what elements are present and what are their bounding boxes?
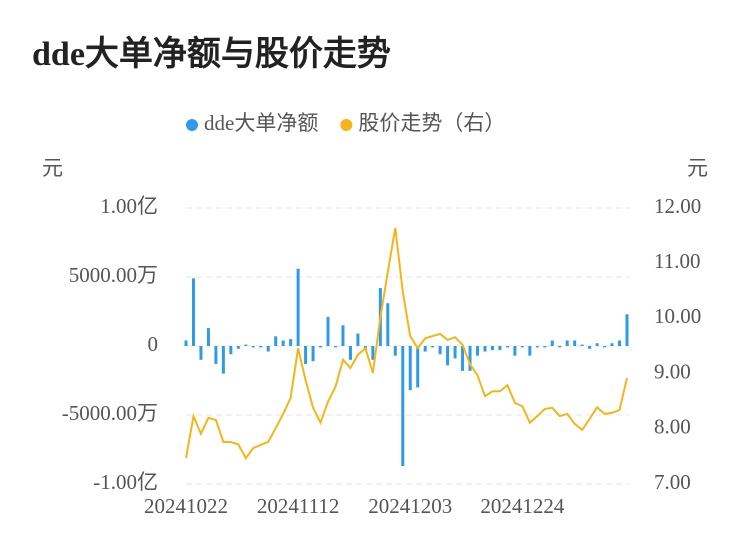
x-tick-label: 20241022	[144, 494, 228, 518]
y2-tick-label: 8.00	[654, 415, 691, 439]
bar	[191, 278, 195, 346]
chart-title: dde大单净额与股价走势	[32, 35, 391, 73]
bar	[229, 346, 233, 355]
y2-tick-label: 11.00	[654, 249, 700, 273]
bar	[266, 346, 270, 352]
bar	[333, 346, 337, 348]
y-tick-label: -5000.00万	[62, 401, 158, 425]
y-tick-label: 0	[148, 332, 159, 356]
bar	[468, 346, 472, 371]
bar	[565, 340, 569, 346]
x-tick-label: 20241224	[480, 494, 565, 518]
bar	[244, 344, 248, 346]
bar	[401, 346, 405, 467]
y-tick-label: -1.00亿	[93, 470, 158, 494]
y-tick-label: 1.00亿	[100, 194, 158, 218]
bar	[221, 346, 225, 374]
y2-tick-label: 7.00	[654, 470, 691, 494]
bar	[431, 346, 435, 348]
y-tick-label: 5000.00万	[69, 263, 158, 287]
y2-tick-label: 9.00	[654, 359, 691, 383]
bar	[393, 346, 397, 356]
bar	[236, 346, 240, 349]
bar	[573, 340, 577, 346]
bar	[603, 346, 607, 348]
legend-marker	[186, 119, 198, 131]
bar	[543, 346, 547, 348]
bar	[184, 340, 188, 346]
bar	[446, 346, 450, 366]
bar	[356, 333, 360, 346]
x-tick-label: 20241112	[257, 494, 339, 518]
bar	[505, 346, 509, 348]
price-line	[185, 227, 628, 460]
bar	[438, 346, 442, 355]
bar	[296, 268, 300, 346]
bar	[319, 346, 323, 348]
bar	[274, 336, 278, 346]
legend-label: dde大单净额	[204, 111, 318, 135]
bar	[498, 346, 502, 351]
bar	[199, 346, 203, 360]
bar	[251, 346, 255, 348]
y2-axis-unit: 元	[687, 156, 708, 180]
bar	[588, 346, 592, 349]
bar	[520, 346, 524, 348]
bar	[528, 346, 532, 356]
bar	[595, 343, 599, 346]
bar	[341, 325, 345, 346]
bar	[483, 346, 487, 352]
legend-marker	[340, 119, 353, 131]
bar	[304, 346, 308, 364]
x-tick-label: 20241203	[368, 494, 452, 518]
bar	[535, 346, 539, 348]
bar	[408, 346, 412, 391]
bar	[326, 317, 330, 346]
y2-tick-label: 10.00	[654, 304, 701, 328]
legend-label: 股价走势（右）	[358, 111, 505, 135]
bar	[259, 346, 263, 348]
bar	[618, 340, 622, 346]
bar	[311, 346, 315, 362]
bar	[580, 344, 584, 346]
bar	[386, 303, 390, 346]
bar	[416, 346, 420, 388]
bar	[490, 346, 494, 351]
bar	[423, 346, 427, 352]
bar	[610, 343, 614, 346]
bar	[625, 314, 629, 346]
y2-tick-label: 12.00	[654, 194, 701, 218]
bar	[453, 346, 457, 359]
bar	[371, 346, 375, 360]
bar	[461, 346, 465, 371]
bar	[476, 346, 480, 356]
bar	[558, 346, 562, 348]
bar	[281, 340, 285, 346]
bar	[513, 346, 517, 356]
bar	[289, 339, 293, 346]
bar	[214, 346, 218, 364]
bar	[206, 328, 210, 346]
y-axis-unit: 元	[42, 156, 63, 180]
bar	[348, 346, 352, 360]
bar	[550, 340, 554, 346]
